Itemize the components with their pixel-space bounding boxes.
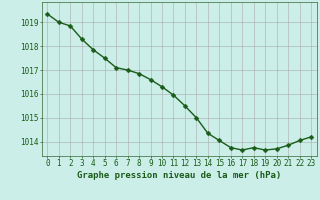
X-axis label: Graphe pression niveau de la mer (hPa): Graphe pression niveau de la mer (hPa) (77, 171, 281, 180)
